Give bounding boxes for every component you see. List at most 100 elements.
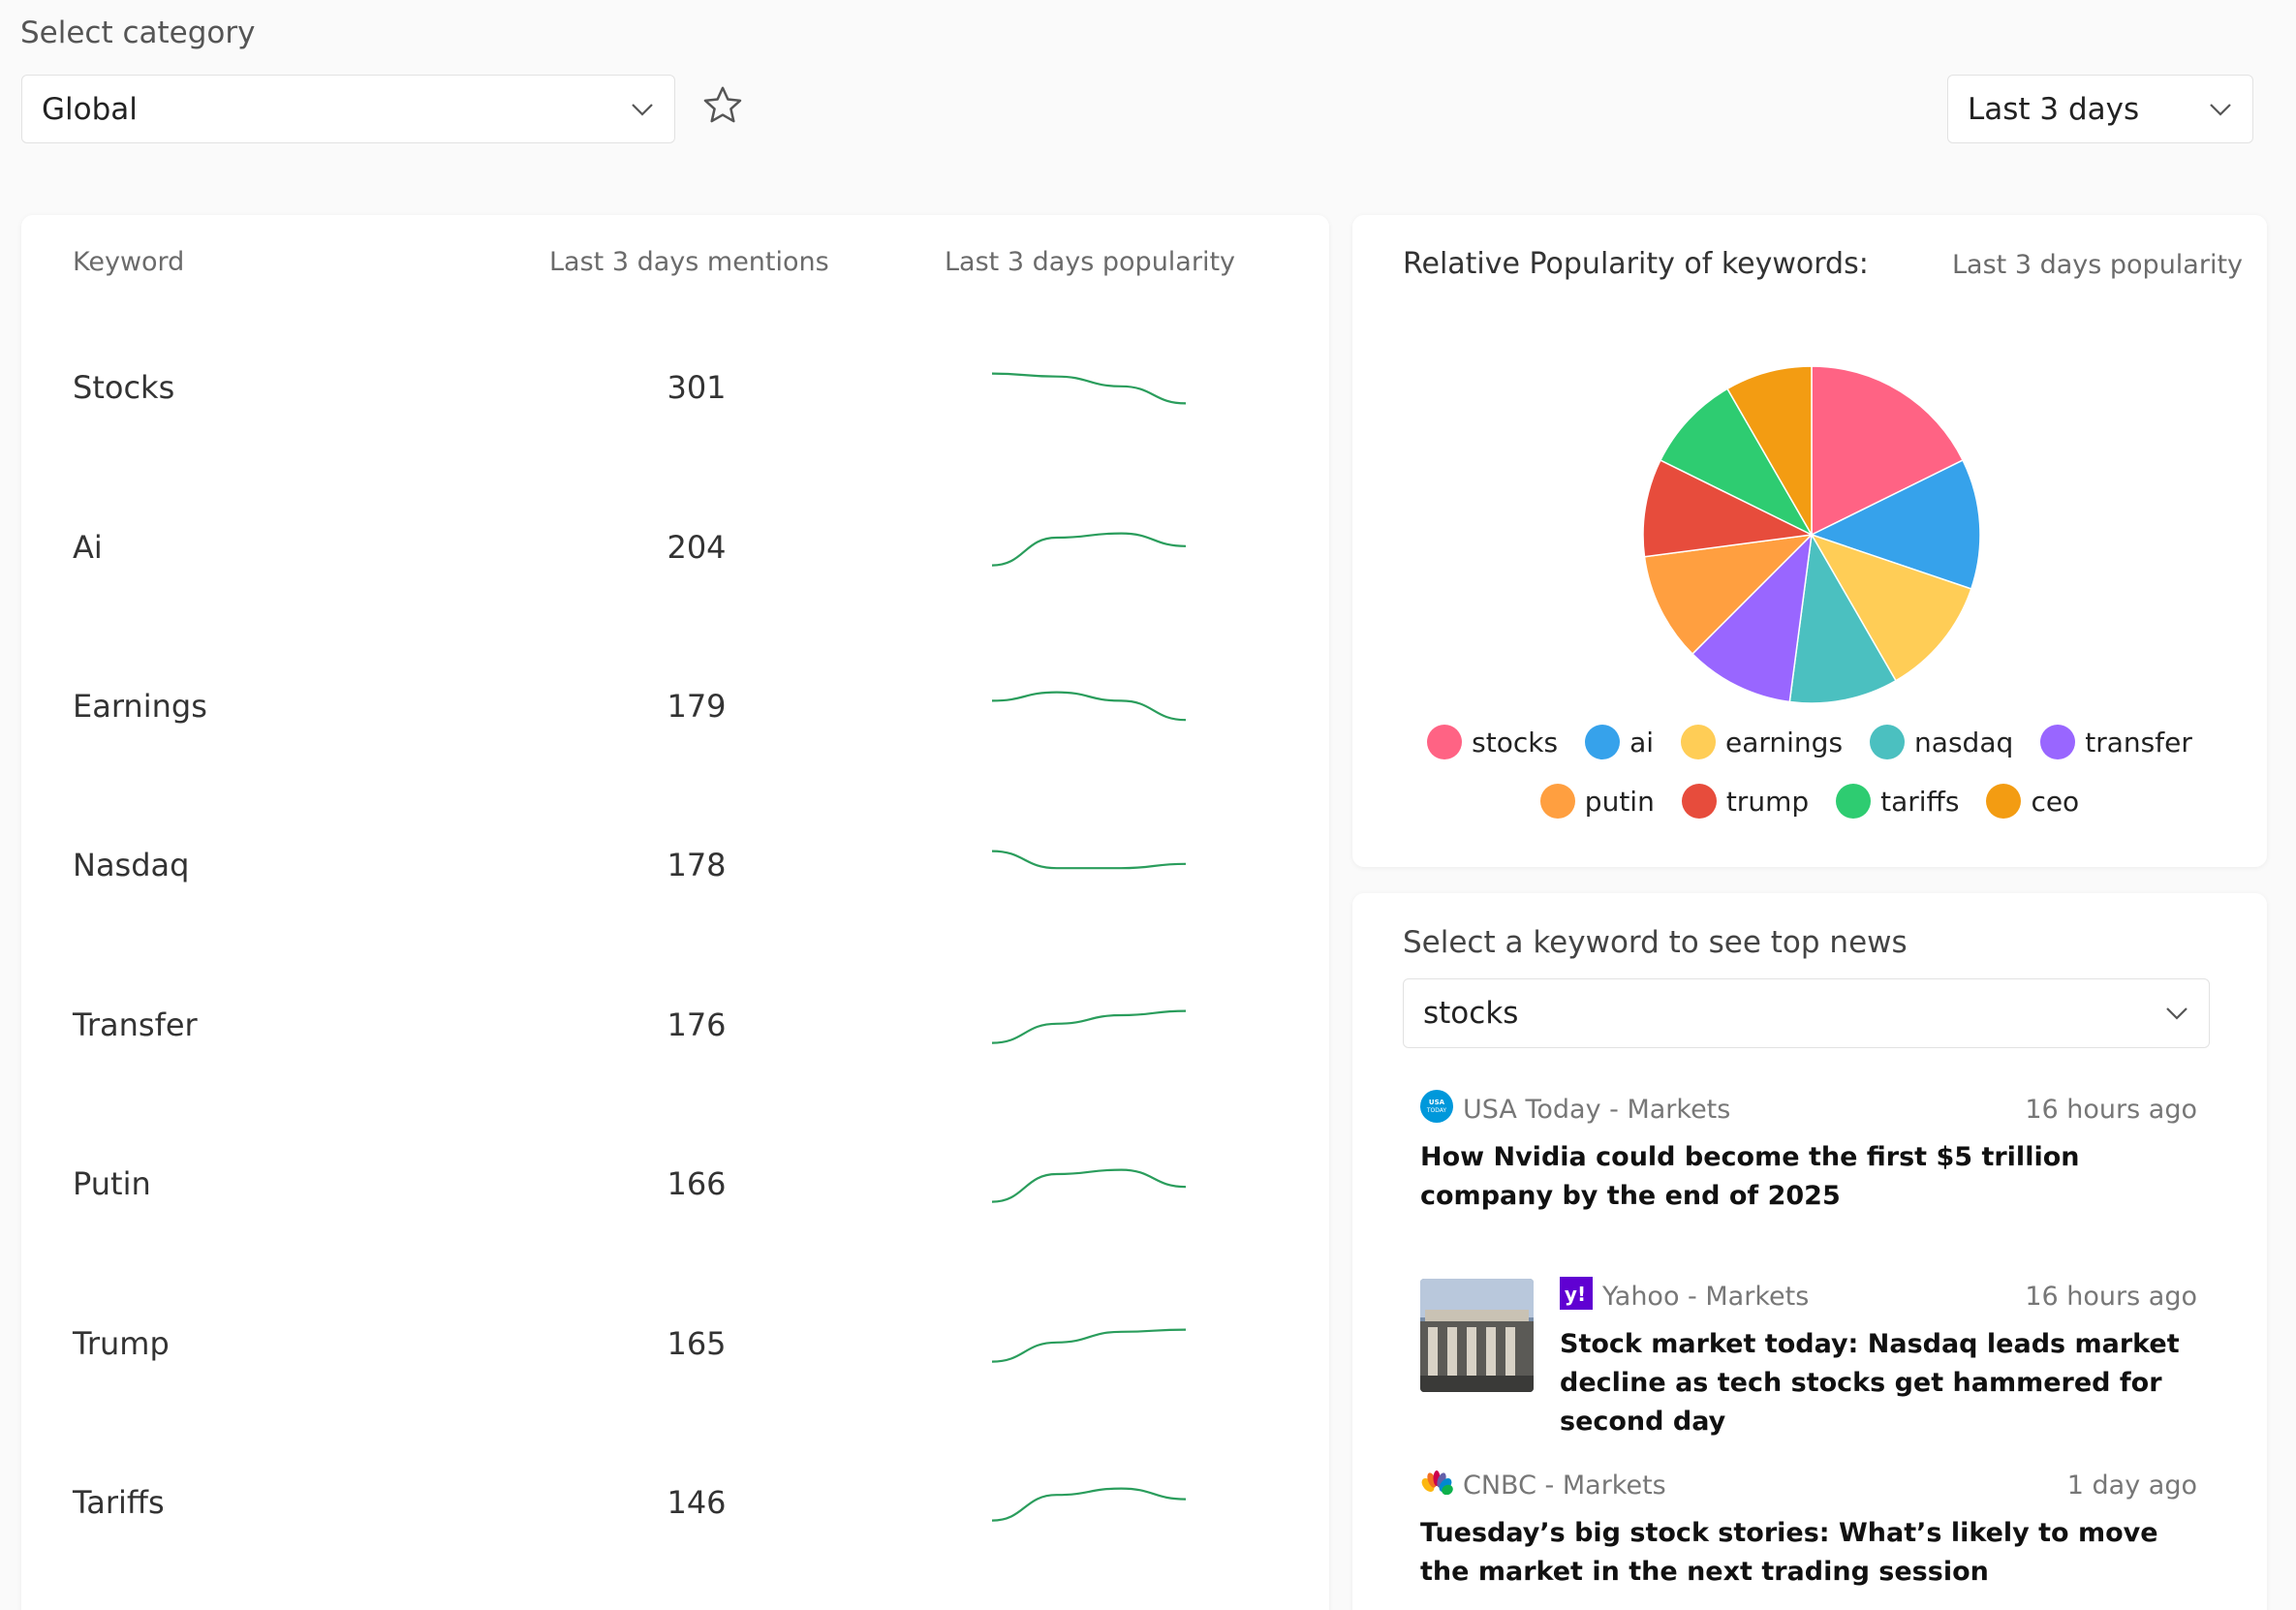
legend-item-ai[interactable]: ai xyxy=(1585,725,1654,759)
keyword-mentions: 146 xyxy=(667,1484,727,1521)
keyword-name: Stocks xyxy=(73,369,175,406)
sparkline-line xyxy=(991,1487,1187,1522)
yahoo-logo-icon: y! xyxy=(1560,1276,1593,1316)
keyword-mentions: 165 xyxy=(667,1325,727,1362)
keyword-mentions: 179 xyxy=(667,688,727,725)
legend-item-transfer[interactable]: transfer xyxy=(2040,725,2192,759)
legend-swatch xyxy=(1681,725,1716,759)
pie-slice-trump[interactable] xyxy=(1642,459,1815,558)
news-item[interactable]: y! Yahoo - Markets 16 hours ago Stock ma… xyxy=(1560,1276,2197,1441)
news-title[interactable]: How Nvidia could become the first $5 tri… xyxy=(1420,1142,2080,1211)
usa-today-logo-icon: USA TODAY xyxy=(1420,1089,1453,1130)
pie-slice-putin[interactable] xyxy=(1643,533,1815,656)
keyword-select-value: stocks xyxy=(1423,996,1519,1031)
popularity-sparkline xyxy=(991,532,1187,567)
chevron-down-icon xyxy=(630,97,655,122)
column-header-mentions: Last 3 days mentions xyxy=(549,247,829,277)
legend-label: ceo xyxy=(2031,785,2080,818)
news-title[interactable]: Tuesday’s big stock stories: What’s like… xyxy=(1420,1518,2158,1587)
pie-slice-transfer[interactable] xyxy=(1691,532,1814,703)
time-range-select[interactable]: Last 3 days xyxy=(1947,75,2253,143)
legend-swatch xyxy=(1836,784,1872,819)
news-source: CNBC - Markets xyxy=(1463,1470,1666,1501)
table-row[interactable]: Trump 165 xyxy=(21,1281,1329,1440)
legend-item-putin[interactable]: putin xyxy=(1539,784,1655,819)
table-row[interactable]: Tariffs 146 xyxy=(21,1440,1329,1598)
svg-text:TODAY: TODAY xyxy=(1426,1107,1447,1114)
keyword-mentions: 176 xyxy=(667,1006,727,1043)
news-time: 1 day ago xyxy=(2066,1470,2197,1501)
legend-label: stocks xyxy=(1472,726,1559,759)
popularity-sparkline xyxy=(991,1009,1187,1044)
time-range-value: Last 3 days xyxy=(1968,91,2140,127)
table-row[interactable]: Ai 204 xyxy=(21,484,1329,643)
legend-label: putin xyxy=(1584,785,1655,818)
legend-item-ceo[interactable]: ceo xyxy=(1986,784,2079,819)
table-row[interactable]: Earnings 179 xyxy=(21,643,1329,802)
keyword-mentions: 178 xyxy=(667,847,727,883)
chevron-down-icon xyxy=(2208,97,2233,122)
sparkline-line xyxy=(991,850,1187,870)
legend-item-stocks[interactable]: stocks xyxy=(1427,725,1558,759)
pie-title: Relative Popularity of keywords: xyxy=(1403,247,1869,281)
sparkline-line xyxy=(991,372,1187,405)
news-time: 16 hours ago xyxy=(2025,1094,2197,1125)
pie-slice-nasdaq[interactable] xyxy=(1788,532,1898,704)
news-item[interactable]: CNBC - Markets 1 day ago Tuesday’s big s… xyxy=(1420,1468,2197,1592)
pie-slice-stocks[interactable] xyxy=(1811,365,1965,537)
sparkline-line xyxy=(991,1328,1187,1363)
pie-slice-earnings[interactable] xyxy=(1810,533,1972,682)
legend-swatch xyxy=(1585,725,1621,759)
table-row[interactable]: Stocks 301 xyxy=(21,325,1329,483)
legend-item-tariffs[interactable]: tariffs xyxy=(1836,784,1959,819)
keyword-name: Trump xyxy=(73,1325,170,1362)
legend-swatch xyxy=(1681,784,1717,819)
legend-item-nasdaq[interactable]: nasdaq xyxy=(1870,725,2013,759)
pie-legend: putin trump tariffs ceo xyxy=(1352,784,2267,819)
popularity-sparkline xyxy=(991,1328,1187,1363)
chevron-down-icon xyxy=(2164,1001,2189,1026)
keyword-name: Transfer xyxy=(73,1006,198,1043)
keyword-name: Earnings xyxy=(73,688,207,725)
sparkline-line xyxy=(991,691,1187,722)
news-item[interactable]: USA TODAY USA Today - Markets 16 hours ag… xyxy=(1420,1089,2197,1216)
table-row[interactable]: Transfer 176 xyxy=(21,962,1329,1121)
cnbc-logo-icon xyxy=(1420,1470,1453,1502)
sparkline-line xyxy=(991,1009,1187,1044)
sparkline-line xyxy=(991,1168,1187,1203)
popularity-sparkline xyxy=(991,850,1187,870)
legend-swatch xyxy=(1986,784,2022,819)
legend-item-trump[interactable]: trump xyxy=(1681,784,1810,819)
star-icon[interactable] xyxy=(700,83,745,128)
legend-label: trump xyxy=(1725,785,1810,818)
legend-swatch xyxy=(1870,725,1906,759)
pie-legend: stocks ai earnings nasdaq transfer xyxy=(1352,725,2267,759)
legend-swatch xyxy=(2040,725,2076,759)
category-select[interactable]: Global xyxy=(21,75,675,143)
legend-item-earnings[interactable]: earnings xyxy=(1681,725,1843,759)
news-thumbnail[interactable] xyxy=(1420,1279,1534,1392)
legend-label: tariffs xyxy=(1880,785,1960,818)
svg-text:USA: USA xyxy=(1429,1099,1445,1106)
legend-label: nasdaq xyxy=(1914,726,2014,759)
column-header-popularity: Last 3 days popularity xyxy=(945,247,1236,277)
category-label: Select category xyxy=(20,15,256,50)
pie-slice-tariffs[interactable] xyxy=(1659,387,1814,537)
popularity-sparkline xyxy=(991,1168,1187,1203)
legend-swatch xyxy=(1539,784,1575,819)
sparkline-line xyxy=(991,532,1187,567)
table-row[interactable]: Nasdaq 178 xyxy=(21,802,1329,961)
legend-label: earnings xyxy=(1725,726,1844,759)
pie-slice-ceo[interactable] xyxy=(1725,365,1813,538)
news-prompt: Select a keyword to see top news xyxy=(1403,925,1908,960)
popularity-sparkline xyxy=(991,691,1187,722)
keyword-name: Putin xyxy=(73,1165,151,1202)
svg-text:y!: y! xyxy=(1565,1283,1586,1306)
keyword-name: Nasdaq xyxy=(73,847,190,883)
pie-slice-ai[interactable] xyxy=(1810,459,1981,590)
popularity-sparkline xyxy=(991,1487,1187,1522)
keyword-select[interactable]: stocks xyxy=(1403,978,2210,1048)
news-title[interactable]: Stock market today: Nasdaq leads market … xyxy=(1560,1329,2180,1437)
table-row[interactable]: Putin 166 xyxy=(21,1121,1329,1280)
pie-subtitle: Last 3 days popularity xyxy=(1952,250,2244,280)
